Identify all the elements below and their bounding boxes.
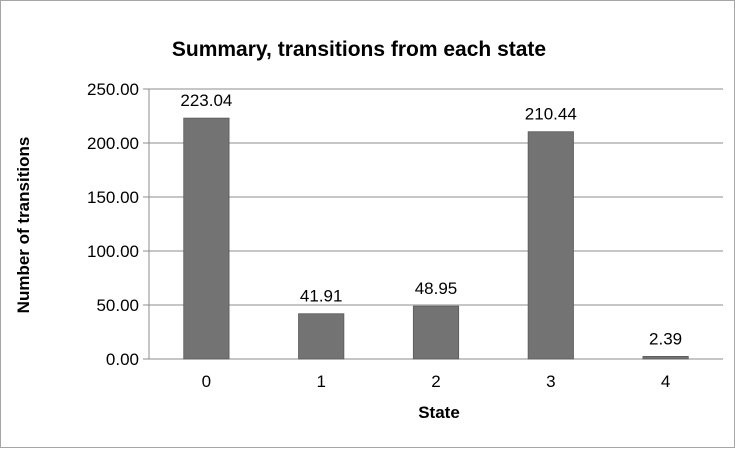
x-tick-label: 4 bbox=[661, 372, 670, 391]
data-label: 48.95 bbox=[415, 279, 458, 298]
x-axis-title: State bbox=[418, 403, 460, 422]
x-axis-ticks: 0 1 2 3 4 bbox=[202, 372, 671, 391]
y-tick-label: 250.00 bbox=[87, 80, 139, 99]
bar bbox=[642, 356, 689, 360]
data-label: 2.39 bbox=[649, 329, 682, 348]
y-tick-label: 150.00 bbox=[87, 188, 139, 207]
y-axis-title: Number of transitions bbox=[14, 137, 33, 314]
y-tick-label: 0.00 bbox=[106, 350, 139, 369]
bar bbox=[527, 131, 574, 360]
y-axis-ticks: 0.00 50.00 100.00 150.00 200.00 250.00 bbox=[87, 80, 139, 369]
data-label: 223.04 bbox=[180, 91, 232, 110]
y-tick-label: 200.00 bbox=[87, 134, 139, 153]
x-tick-label: 1 bbox=[316, 372, 325, 391]
data-labels: 223.04 41.91 48.95 210.44 2.39 bbox=[180, 91, 682, 348]
bar bbox=[183, 117, 230, 360]
chart-title: Summary, transitions from each state bbox=[172, 38, 546, 61]
y-tick-label: 100.00 bbox=[87, 242, 139, 261]
y-tick-label: 50.00 bbox=[96, 296, 139, 315]
data-label: 210.44 bbox=[525, 105, 577, 124]
bars bbox=[183, 117, 689, 360]
gridlines bbox=[143, 88, 723, 360]
x-tick-label: 0 bbox=[202, 372, 211, 391]
x-tick-label: 3 bbox=[546, 372, 555, 391]
bar bbox=[412, 305, 460, 360]
x-tick-label: 2 bbox=[431, 372, 440, 391]
bar bbox=[298, 313, 345, 360]
data-label: 41.91 bbox=[300, 287, 343, 306]
